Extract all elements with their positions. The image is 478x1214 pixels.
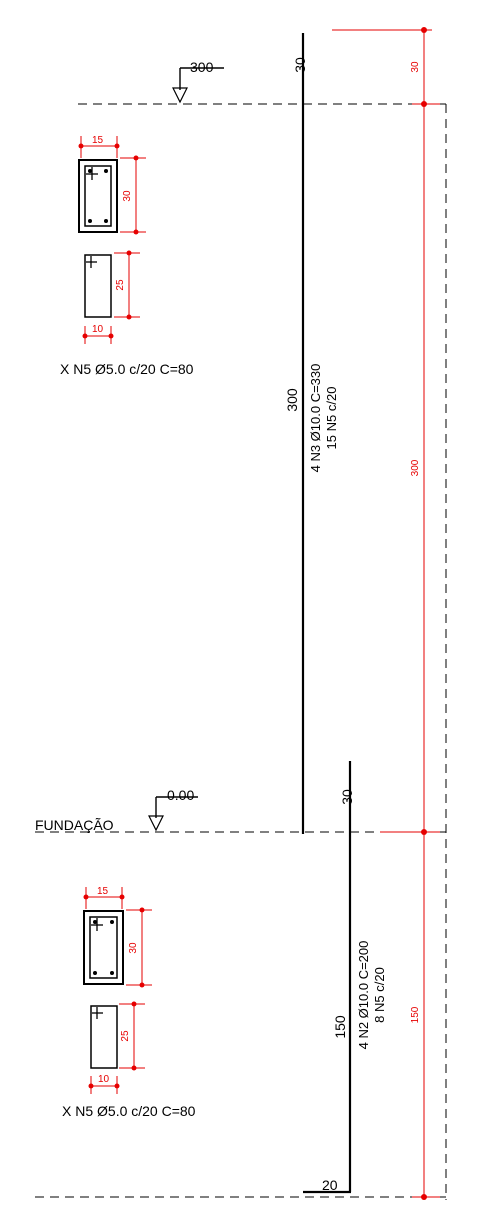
lower-section-width: 15	[97, 886, 109, 897]
upper-stirrup-width: 10	[92, 324, 104, 335]
lower-stirrup-depth: 25	[120, 1030, 131, 1042]
upper-section-depth-dim	[120, 155, 146, 235]
right-dim-dot	[421, 101, 427, 107]
upper-stirrup-note: X N5 Ø5.0 c/20 C=80	[60, 361, 194, 377]
lower-hook-length: 20	[322, 1177, 338, 1193]
lower-column-height: 150	[332, 1015, 348, 1039]
upper-column-height: 300	[284, 388, 300, 412]
upper-section-width: 15	[92, 135, 104, 146]
level-marker-ground	[148, 796, 198, 832]
upper-main-bars-spec: 4 N3 Ø10.0 C=330	[308, 364, 323, 473]
upper-stirrups-spec: 15 N5 c/20	[324, 387, 339, 450]
upper-stirrup-depth: 25	[115, 279, 126, 291]
lower-cross-section	[83, 910, 124, 985]
level-marker-top	[172, 67, 224, 104]
lower-lap-length: 30	[339, 789, 355, 805]
foundation-label: FUNDAÇÃO	[35, 817, 114, 833]
upper-stirrup-shape	[84, 254, 112, 318]
upper-cross-section	[78, 159, 118, 233]
lower-section-depth-dim	[126, 907, 152, 988]
ground-level-value: 0.00	[167, 787, 194, 803]
right-dim-upper-height: 300	[410, 459, 421, 476]
right-dim-dot	[421, 27, 427, 33]
lower-stirrup-note: X N5 Ø5.0 c/20 C=80	[62, 1103, 196, 1119]
upper-section-width-dim	[78, 136, 120, 158]
upper-stirrup-width-dim	[82, 326, 114, 344]
lower-stirrups-spec: 8 N5 c/20	[372, 967, 387, 1023]
top-level-value: 300	[190, 59, 214, 75]
lower-stirrup-depth-dim	[119, 1001, 145, 1071]
lower-stirrup-shape	[90, 1005, 118, 1069]
right-dim-dot	[421, 829, 427, 835]
right-dim-top-lap: 30	[410, 61, 421, 73]
lower-stirrup-width-dim	[88, 1076, 120, 1094]
lower-section-depth: 30	[128, 942, 139, 954]
upper-stirrup-depth-dim	[114, 250, 140, 320]
lower-stirrup-width: 10	[98, 1074, 110, 1085]
upper-lap-length: 30	[292, 57, 308, 73]
lower-main-bars-spec: 4 N2 Ø10.0 C=200	[356, 941, 371, 1050]
upper-section-depth: 30	[122, 190, 133, 202]
lower-section-width-dim	[83, 887, 125, 909]
right-dim-lower-height: 150	[410, 1006, 421, 1023]
right-dim-dot	[421, 1194, 427, 1200]
